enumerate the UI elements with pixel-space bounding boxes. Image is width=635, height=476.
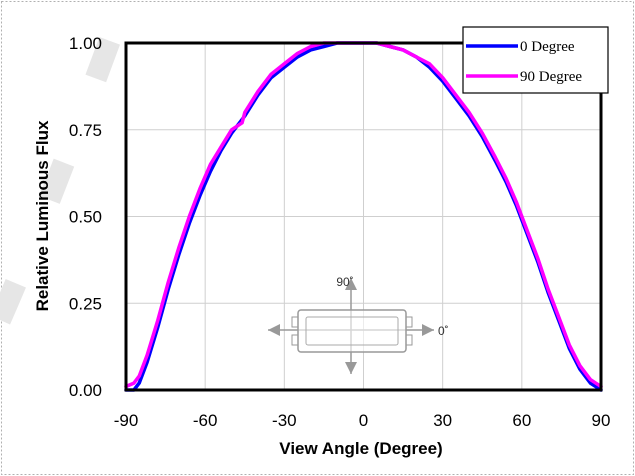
tick-labels: -90 -60 -30 0 30 60 90 0.00 0.25 0.50 0.75 1.00	[69, 34, 611, 430]
background-decoration	[0, 36, 121, 325]
y-tick-label: 0.50	[69, 208, 102, 227]
plot-frame	[124, 41, 603, 392]
legend-label-0-degree: 0 Degree	[520, 39, 575, 55]
y-axis-title: Relative Luminous Flux	[33, 120, 52, 311]
led-pad-left-bottom	[291, 334, 299, 346]
x-tick-label: 30	[433, 411, 452, 430]
y-tick-label: 0.00	[69, 381, 102, 400]
y-tick-label: 0.25	[69, 294, 102, 313]
led-package-outline	[297, 309, 407, 353]
legend-box	[462, 26, 609, 94]
grid-lines	[126, 43, 601, 390]
x-tick-label: -30	[272, 411, 297, 430]
x-tick-label: -60	[193, 411, 218, 430]
legend: 0 Degree 90 Degree	[462, 26, 609, 94]
left-arrow-head	[268, 324, 280, 336]
orientation-diagram: 90˚ 0˚	[268, 275, 449, 374]
angle-90-label: 90˚	[336, 275, 353, 289]
y-tick-label: 1.00	[69, 34, 102, 53]
led-pad-left-top	[291, 316, 299, 328]
x-tick-label: 60	[512, 411, 531, 430]
right-arrow-head	[422, 324, 434, 336]
legend-label-90-degree: 90 Degree	[520, 69, 582, 85]
x-tick-label: -90	[114, 411, 139, 430]
led-pad-right-top	[405, 316, 413, 328]
up-arrow-head	[345, 278, 357, 290]
led-package-inner	[305, 316, 399, 346]
down-arrow-head	[345, 362, 357, 374]
angle-0-label: 0˚	[438, 324, 449, 338]
x-tick-label: 0	[359, 411, 368, 430]
y-tick-label: 0.75	[69, 121, 102, 140]
x-axis-title: View Angle (Degree)	[279, 439, 442, 458]
led-pad-right-bottom	[405, 334, 413, 346]
x-tick-label: 90	[592, 411, 611, 430]
